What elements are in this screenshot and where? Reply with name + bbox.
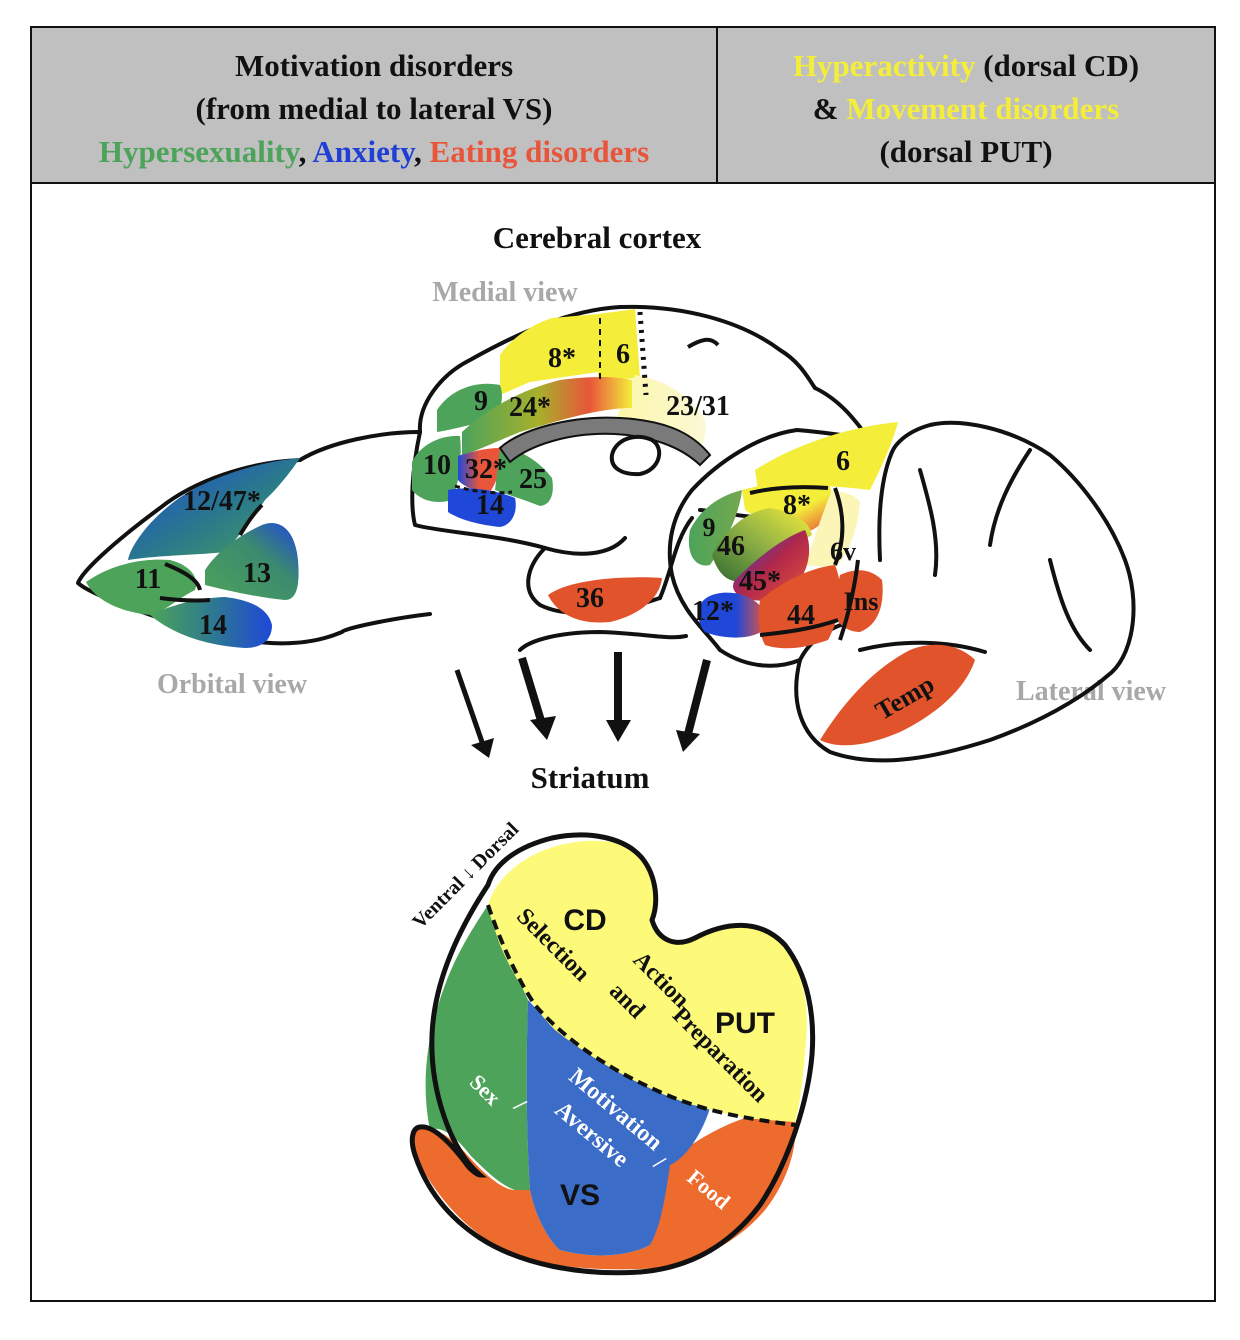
orbital-area-11 <box>86 559 197 615</box>
orbital-view: 12/47* 11 13 14 <box>86 458 300 648</box>
medial-area-6 <box>598 309 640 380</box>
orbital-label-11: 11 <box>135 564 161 595</box>
separator: , <box>414 134 430 169</box>
corpus-callosum <box>498 416 712 467</box>
medial-area-36 <box>548 577 662 623</box>
arrow-4 <box>684 659 711 735</box>
brain-outline <box>76 304 1136 763</box>
medial-label-10: 10 <box>423 450 451 481</box>
cd-label: CD <box>563 904 606 937</box>
medial-view: 8* 6 9 24* 23/31 10 32* 25 14 36 <box>412 309 730 623</box>
medial-label-9: 9 <box>474 386 488 417</box>
orbital-label-12-47: 12/47* <box>183 486 261 517</box>
striatum-title: Striatum <box>531 760 650 795</box>
motivation-subtitle: (from medial to lateral VS) <box>195 91 553 126</box>
dorsal-put-label: (dorsal PUT) <box>879 134 1053 169</box>
lateral-label-12: 12* <box>692 596 734 627</box>
orbital-view-label: Orbital view <box>157 669 308 700</box>
lateral-area-12 <box>698 592 767 638</box>
anxiety-label: Anxiety <box>312 134 415 169</box>
medial-label-32: 32* <box>465 454 507 485</box>
medial-label-14: 14 <box>476 490 504 521</box>
medial-area-32 <box>458 448 501 492</box>
medial-label-6: 6 <box>616 339 630 370</box>
striatum-outline <box>409 832 816 1276</box>
striatum-green-region <box>425 905 530 1190</box>
medial-area-24 <box>462 377 632 455</box>
lateral-area-temp <box>820 644 975 746</box>
header-panel: Motivation disorders (from medial to lat… <box>32 28 1214 184</box>
arrow-head-3 <box>606 720 631 742</box>
medial-label-24: 24* <box>509 392 551 423</box>
lateral-label-46: 46 <box>717 531 745 562</box>
arrow-head-1 <box>471 738 494 758</box>
medial-area-8 <box>500 314 598 395</box>
orbital-label-14: 14 <box>199 610 227 641</box>
arrow-2 <box>518 656 546 726</box>
medial-area-14 <box>448 488 516 527</box>
motivation-disorders-box: Motivation disorders (from medial to lat… <box>32 44 716 173</box>
medial-view-label: Medial view <box>432 277 578 308</box>
lateral-label-6: 6 <box>836 446 850 477</box>
lateral-label-9: 9 <box>703 513 716 542</box>
movement-line: & Movement disorders <box>718 87 1214 130</box>
striatum-blue-region <box>526 1000 710 1256</box>
medial-area-10 <box>412 435 461 502</box>
lateral-view: 6 8* 9 46 6v 45* 12* 44 Ins Temp <box>688 422 975 746</box>
lateral-label-8: 8* <box>783 490 811 521</box>
orbital-area-13 <box>205 523 299 600</box>
dorsal-cd-label: (dorsal CD) <box>975 48 1140 83</box>
projection-arrows <box>454 652 711 743</box>
striatum-yellow-region <box>488 840 807 1122</box>
lateral-area-6 <box>755 422 898 490</box>
medial-label-23-31: 23/31 <box>666 391 730 422</box>
header-divider <box>716 28 718 182</box>
lateral-area-46 <box>712 508 812 582</box>
hyperactivity-line: Hyperactivity (dorsal CD) <box>718 44 1214 87</box>
separator: , <box>298 134 313 169</box>
eating-disorders-label: Eating disorders <box>429 134 650 169</box>
arrow-head-4 <box>676 730 700 752</box>
lateral-area-6v <box>805 490 860 568</box>
hypersexuality-label: Hypersexuality <box>98 134 299 169</box>
lateral-label-45: 45* <box>739 566 781 597</box>
arrow-head-2 <box>530 716 556 740</box>
orbital-area-12-47 <box>128 458 300 560</box>
arrow-1 <box>454 669 485 743</box>
orbital-area-14-orb <box>150 597 272 648</box>
ampersand: & <box>812 91 847 126</box>
lateral-label-6v: 6v <box>830 537 856 566</box>
striatum-diagram: Ventral ↓ Dorsal CD PUT VS Selection Act… <box>408 818 816 1276</box>
medial-label-8: 8* <box>548 343 576 374</box>
figure-frame: Motivation disorders (from medial to lat… <box>30 26 1216 1302</box>
lateral-view-label: Lateral view <box>1016 676 1167 707</box>
medial-label-36: 36 <box>576 583 604 614</box>
lateral-label-ins: Ins <box>844 587 879 616</box>
disorder-list: Hypersexuality, Anxiety, Eating disorder… <box>32 130 716 173</box>
cerebral-cortex-title: Cerebral cortex <box>493 220 702 255</box>
lateral-area-44 <box>758 565 841 649</box>
medial-label-25: 25 <box>519 464 547 495</box>
lateral-area-ins <box>832 570 883 632</box>
striatum-orange-region <box>410 1118 796 1270</box>
arrow-heads <box>471 716 700 758</box>
ventral-dorsal-boundary <box>486 904 796 1127</box>
movement-disorders-box: Hyperactivity (dorsal CD) & Movement dis… <box>718 44 1214 173</box>
vs-label: VS <box>560 1179 600 1212</box>
orbital-label-13: 13 <box>243 558 271 589</box>
motivation-title: Motivation disorders <box>234 48 514 83</box>
lateral-label-44: 44 <box>787 600 815 631</box>
hyperactivity-label: Hyperactivity <box>792 48 976 83</box>
put-label: PUT <box>715 1007 775 1040</box>
lateral-area-9 <box>688 490 742 566</box>
movement-disorders-label: Movement disorders <box>846 91 1120 126</box>
